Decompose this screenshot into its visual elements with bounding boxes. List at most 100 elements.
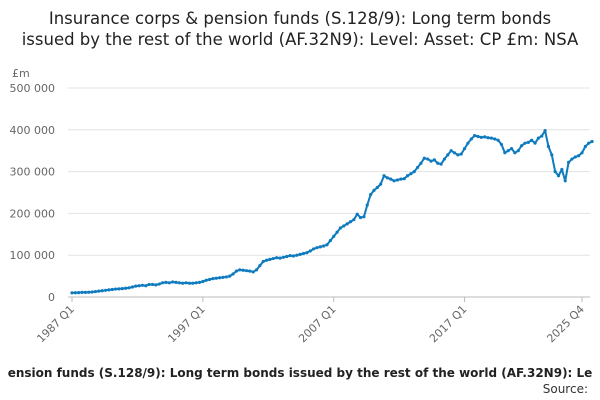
data-point (265, 258, 269, 262)
data-point (577, 154, 581, 158)
data-point (167, 281, 171, 285)
data-point (553, 170, 557, 174)
data-point (469, 137, 473, 141)
data-point (177, 281, 181, 285)
data-point (248, 269, 252, 273)
chart-title: Insurance corps & pension funds (S.128/9… (21, 9, 579, 49)
data-point (204, 278, 208, 282)
data-point (305, 251, 309, 255)
data-point (107, 288, 111, 292)
data-point (254, 268, 259, 272)
series-line (71, 129, 593, 294)
data-point (191, 281, 195, 285)
data-point (154, 283, 158, 287)
data-point (473, 134, 477, 138)
data-point (298, 252, 302, 256)
data-point (342, 224, 346, 228)
x-tick-label: 1997 Q1 (165, 303, 208, 346)
data-point (187, 281, 192, 285)
data-point (87, 290, 91, 294)
data-point (268, 257, 272, 261)
data-point (372, 188, 376, 193)
data-point (570, 157, 574, 161)
data-point (244, 269, 249, 273)
data-point (137, 284, 141, 288)
data-point (211, 277, 215, 281)
data-point (335, 230, 339, 234)
data-point (540, 134, 544, 138)
data-point (345, 222, 349, 226)
data-point (238, 268, 242, 272)
data-point (221, 275, 225, 279)
data-point (385, 176, 389, 180)
data-point (160, 281, 165, 285)
data-point (415, 165, 420, 170)
data-point (120, 287, 124, 291)
data-point (171, 280, 175, 284)
data-point (144, 284, 148, 288)
data-point (355, 212, 359, 216)
data-point (526, 140, 530, 144)
data-point (77, 291, 81, 295)
data-point (140, 283, 145, 287)
data-point (241, 268, 245, 272)
data-point (117, 287, 121, 291)
data-point (124, 286, 128, 290)
data-point (530, 138, 534, 142)
data-point (134, 284, 138, 288)
data-point (147, 282, 151, 287)
y-axis-label: £m (12, 67, 30, 80)
data-point (476, 134, 480, 139)
data-point (325, 243, 329, 247)
data-point (533, 141, 537, 145)
data-point (114, 287, 118, 291)
data-point (201, 279, 205, 284)
data-point (483, 135, 487, 139)
data-point (402, 177, 406, 181)
data-point (100, 289, 104, 293)
legend-entry: ension funds (S.128/9): Long term bonds … (7, 366, 593, 380)
data-point (516, 149, 520, 153)
data-point (462, 147, 467, 151)
data-point (503, 151, 507, 155)
data-point (509, 147, 514, 151)
data-point (523, 141, 527, 145)
data-point (251, 270, 255, 274)
data-point (452, 151, 457, 155)
data-point (174, 280, 178, 284)
data-point (399, 177, 403, 181)
data-point (271, 256, 275, 261)
data-point (563, 179, 567, 183)
data-point (184, 281, 188, 285)
data-point (543, 129, 547, 133)
data-point (214, 276, 218, 280)
data-point (429, 159, 433, 163)
data-point (439, 162, 443, 166)
data-point (493, 137, 497, 141)
data-point (362, 215, 366, 219)
data-point (382, 174, 386, 178)
data-point (426, 157, 430, 161)
data-point (489, 136, 494, 140)
data-point (194, 281, 198, 285)
data-point (231, 272, 235, 276)
data-point (181, 281, 185, 285)
data-point (409, 172, 413, 176)
data-point (332, 234, 336, 238)
data-point (328, 238, 332, 243)
data-point (318, 245, 322, 249)
data-point (442, 157, 447, 161)
data-point (422, 156, 426, 160)
data-point (275, 256, 279, 260)
data-point (224, 275, 228, 279)
data-point (311, 247, 316, 251)
data-point (291, 254, 296, 258)
data-point (281, 255, 285, 259)
data-point (288, 254, 292, 258)
data-point (295, 253, 299, 257)
data-point (546, 144, 551, 149)
data-point (73, 291, 77, 295)
y-tick-label: 200 000 (10, 207, 56, 220)
data-point (466, 141, 470, 145)
x-tick-label: 2025 Q4 (544, 303, 587, 346)
